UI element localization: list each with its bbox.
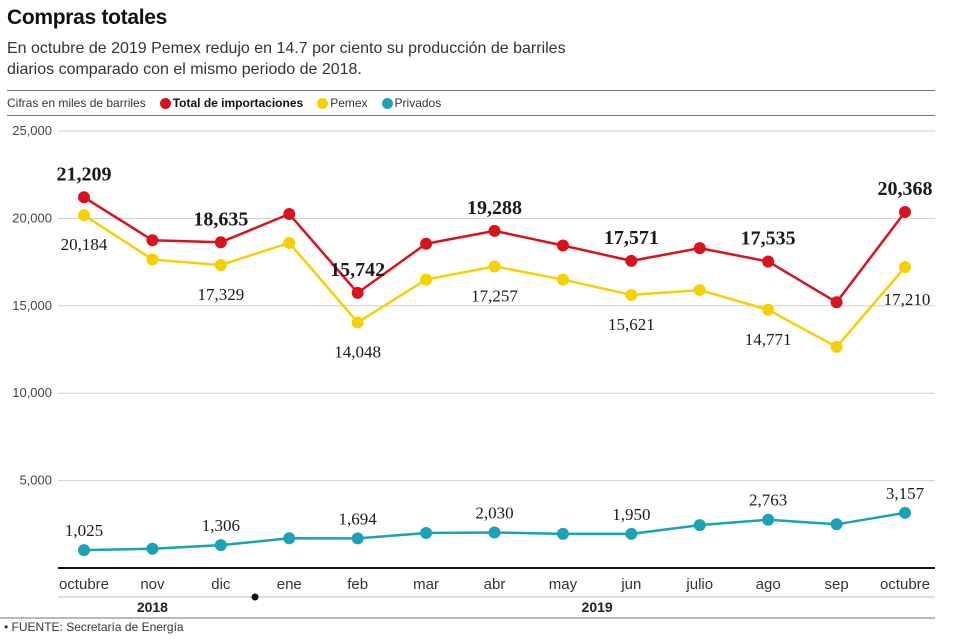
data-point	[899, 261, 911, 274]
data-label: 20,368	[878, 178, 933, 200]
data-label: 17,257	[471, 286, 518, 305]
x-tick-label: abr	[484, 576, 506, 593]
data-label: 15,621	[608, 315, 655, 334]
data-point	[625, 288, 638, 301]
data-point	[762, 513, 775, 526]
x-tick-label: mar	[413, 576, 439, 593]
data-point	[556, 239, 569, 252]
x-tick-label: jun	[620, 576, 641, 593]
data-point	[625, 254, 638, 267]
data-point	[351, 532, 364, 545]
data-label: 17,329	[197, 285, 244, 304]
data-label: 14,048	[334, 342, 381, 361]
data-point	[351, 316, 364, 329]
legend-dot-icon	[381, 97, 393, 109]
chart-subtitle: En octubre de 2019 Pemex redujo en 14.7 …	[7, 40, 566, 78]
legend-item-total: Total de importaciones	[159, 96, 304, 110]
data-point	[693, 284, 706, 297]
y-tick-label: 20,000	[12, 210, 52, 225]
data-point	[214, 236, 227, 249]
data-point	[146, 234, 159, 247]
y-tick-label: 10,000	[12, 385, 52, 400]
legend-label: Total de importaciones	[172, 96, 304, 110]
x-tick-label: octubre	[59, 576, 109, 593]
data-point	[830, 518, 843, 531]
x-tick-label: dic	[211, 576, 231, 593]
data-point	[556, 527, 569, 540]
x-tick-label: octubre	[880, 576, 930, 593]
legend-label: Privados	[394, 96, 442, 110]
data-point	[420, 237, 433, 250]
data-point	[146, 542, 159, 555]
x-tick-label: sep	[824, 576, 848, 593]
data-label: 15,742	[330, 259, 385, 281]
data-label: 20,184	[61, 235, 108, 254]
x-tick-label: nov	[140, 576, 165, 593]
data-point	[78, 544, 90, 557]
data-label: 1,950	[612, 505, 650, 524]
data-point	[420, 273, 433, 286]
legend-dot-icon	[317, 97, 329, 109]
data-point	[214, 259, 227, 272]
x-tick-label: may	[549, 576, 578, 593]
data-point	[762, 255, 775, 268]
data-point	[420, 527, 433, 540]
x-tick-label: ago	[756, 576, 781, 593]
x-tick-label: julio	[685, 576, 713, 593]
legend-item-pemex: Pemex	[317, 96, 368, 110]
data-label: 1,306	[202, 516, 240, 535]
data-label: 19,288	[467, 197, 522, 219]
data-point	[830, 340, 843, 353]
legend-dot-icon	[159, 97, 171, 109]
year-label: 2019	[582, 599, 613, 615]
y-tick-label: 25,000	[12, 123, 52, 138]
data-point	[283, 208, 296, 221]
data-point	[214, 539, 227, 552]
legend-item-privados: Privados	[381, 96, 442, 110]
data-point	[556, 273, 569, 286]
units-label: Cifras en miles de barriles	[7, 96, 146, 110]
data-point	[351, 286, 364, 299]
data-label: 2,763	[749, 491, 787, 510]
data-point	[693, 242, 706, 255]
data-point	[830, 296, 843, 309]
x-tick-label: ene	[277, 576, 302, 593]
data-point	[762, 303, 775, 316]
data-label: 14,771	[745, 330, 792, 349]
data-point	[625, 527, 638, 540]
data-label: 18,635	[193, 208, 248, 230]
data-label: 17,571	[604, 227, 659, 249]
data-point	[899, 506, 911, 519]
x-tick-label: feb	[347, 576, 368, 593]
data-label: 1,025	[65, 521, 103, 540]
chart-title: Compras totales	[7, 6, 168, 29]
legend: Cifras en miles de barriles Total de imp…	[7, 90, 935, 116]
data-label: 1,694	[339, 509, 378, 528]
y-tick-label: 15,000	[12, 298, 52, 313]
data-point	[488, 260, 501, 273]
data-label: 2,030	[475, 504, 513, 523]
data-label: 17,535	[741, 227, 796, 249]
data-point	[78, 209, 90, 222]
data-point	[78, 191, 90, 204]
y-tick-label: 5,000	[19, 473, 52, 488]
year-label: 2018	[137, 599, 168, 615]
legend-label: Pemex	[330, 96, 368, 110]
data-label: 21,209	[57, 163, 112, 185]
data-point	[283, 532, 296, 545]
year-separator-dot	[251, 593, 259, 601]
data-point	[693, 519, 706, 532]
source-note: • FUENTE: Secretaría de Energía	[4, 620, 184, 634]
data-point	[283, 236, 296, 249]
data-point	[488, 526, 501, 539]
data-point	[899, 205, 911, 218]
data-label: 3,157	[886, 484, 925, 503]
data-point	[146, 253, 159, 266]
data-point	[488, 224, 501, 237]
data-label: 17,210	[884, 290, 931, 309]
